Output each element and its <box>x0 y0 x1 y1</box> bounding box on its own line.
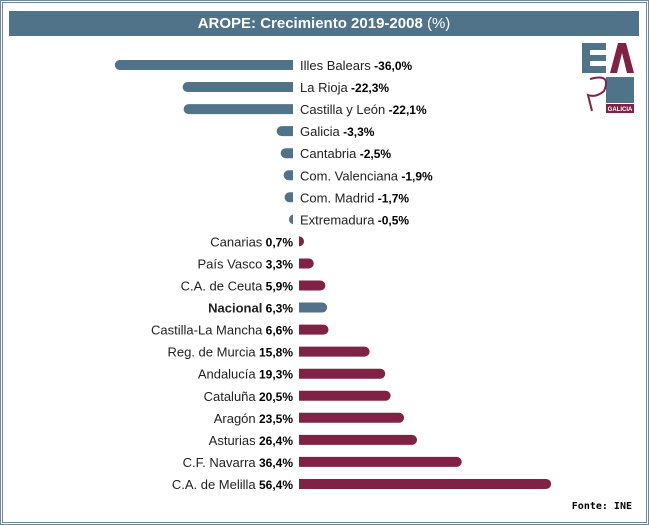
value-label: 56,4% <box>256 478 294 492</box>
category-label: Aragón 23,5% <box>214 411 294 426</box>
bar-com-valenciana <box>283 170 293 181</box>
category-label: Cataluña 20,5% <box>204 389 294 404</box>
value-label: 20,5% <box>256 390 294 404</box>
bar-la-rioja <box>182 82 293 93</box>
category-label: Cantabria -2,5% <box>300 146 391 161</box>
bar-arag-n <box>299 412 405 423</box>
category-label: C.A. de Ceuta 5,9% <box>181 279 294 294</box>
category-label: País Vasco 3,3% <box>198 256 294 271</box>
bar-canarias <box>299 236 304 247</box>
bar-cantabria <box>280 148 293 159</box>
value-label: 5,9% <box>262 280 293 294</box>
category-label: Galicia -3,3% <box>300 124 375 139</box>
category-label: Castilla-La Mancha 6,6% <box>151 323 293 338</box>
value-label: 26,4% <box>256 434 294 448</box>
value-label: 3,3% <box>262 257 293 271</box>
value-label: -0,5% <box>374 213 409 227</box>
value-label: -3,3% <box>340 125 375 139</box>
bar-c-a-de-ceuta <box>299 280 326 291</box>
category-label: C.A. de Melilla 56,4% <box>172 477 294 492</box>
value-label: 6,3% <box>262 302 293 316</box>
category-label: Canarias 0,7% <box>210 234 293 249</box>
value-label: -22,1% <box>385 103 427 117</box>
category-label: Com. Madrid -1,7% <box>300 190 409 205</box>
bar-nacional <box>299 302 328 313</box>
category-label: Com. Valenciana -1,9% <box>300 168 433 183</box>
title-unit: (%) <box>426 15 451 32</box>
value-label: -2,5% <box>356 147 391 161</box>
bar-extremadura <box>289 214 294 225</box>
bar-castilla-y-le-n <box>183 104 293 115</box>
bar-andaluc-a <box>299 368 386 379</box>
bar-pa-s-vasco <box>299 258 314 269</box>
title-text: AROPE: Crecimiento 2019-2008 <box>197 15 423 32</box>
bar-galicia <box>276 126 293 137</box>
bar-asturias <box>299 434 418 445</box>
value-label: -36,0% <box>371 59 413 73</box>
category-label: Castilla y León -22,1% <box>300 102 427 117</box>
value-label: -1,7% <box>374 191 409 205</box>
category-label: Reg. de Murcia 15,8% <box>167 345 293 360</box>
value-label: 6,6% <box>262 324 293 338</box>
category-label: Andalucía 19,3% <box>198 367 294 382</box>
bar-reg-de-murcia <box>299 346 370 357</box>
eapn-logo: GALICIA <box>582 43 634 113</box>
bar-c-a-de-melilla <box>299 478 552 489</box>
bar-com-madrid <box>284 192 293 203</box>
category-label: La Rioja -22,3% <box>300 80 389 95</box>
category-label: Nacional 6,3% <box>208 301 293 316</box>
bar-castilla-la-mancha <box>299 324 329 335</box>
value-label: 0,7% <box>262 235 293 249</box>
category-label: Asturias 26,4% <box>209 433 294 448</box>
bar-catalu-a <box>299 390 391 401</box>
category-label: C.F. Navarra 36,4% <box>183 455 294 470</box>
value-label: -1,9% <box>398 169 433 183</box>
source-note: Fonte: INE <box>571 501 632 512</box>
category-label: Illes Balears -36,0% <box>300 58 412 73</box>
bar-illes-balears <box>114 60 293 70</box>
value-label: 36,4% <box>256 456 294 470</box>
value-label: -22,3% <box>348 81 390 95</box>
value-label: 19,3% <box>256 368 294 382</box>
chart-title: AROPE: Crecimiento 2019-2008 (%) <box>9 11 639 36</box>
bar-c-f-navarra <box>299 456 462 467</box>
svg-text:GALICIA: GALICIA <box>608 107 633 113</box>
value-label: 23,5% <box>256 412 294 426</box>
bar-chart: Illes Balears -36,0% La Rioja -22,3% Casti… <box>114 58 552 492</box>
value-label: 15,8% <box>256 346 294 360</box>
category-label: Extremadura -0,5% <box>300 212 409 227</box>
